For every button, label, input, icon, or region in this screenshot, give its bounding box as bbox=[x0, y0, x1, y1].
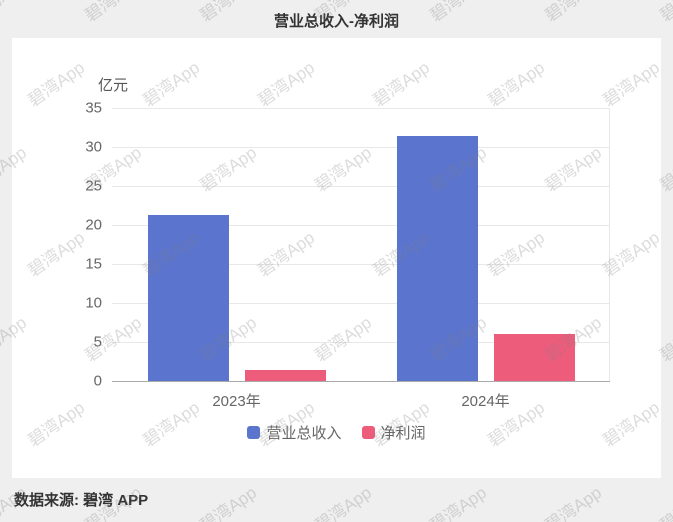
bar-group bbox=[112, 108, 361, 381]
data-source: 数据来源: 碧湾 APP bbox=[14, 492, 149, 509]
y-tick-label: 35 bbox=[85, 99, 102, 117]
gridline bbox=[112, 342, 610, 343]
legend: 营业总收入 净利润 bbox=[12, 422, 661, 443]
watermark-text: 碧湾App bbox=[196, 482, 261, 522]
bar[interactable] bbox=[396, 136, 478, 381]
gridline bbox=[112, 225, 610, 226]
y-tick-label: 0 bbox=[93, 372, 102, 390]
x-axis-labels: 2023年 2024年 bbox=[112, 390, 610, 411]
y-tick-label: 25 bbox=[85, 177, 102, 195]
x-axis-line bbox=[112, 381, 610, 382]
gridline bbox=[112, 303, 610, 304]
y-tick-label: 10 bbox=[85, 294, 102, 312]
bars-container bbox=[112, 108, 610, 381]
y-tick-label: 30 bbox=[85, 138, 102, 156]
bar[interactable] bbox=[147, 214, 229, 381]
gridline bbox=[112, 108, 610, 109]
legend-marker-icon bbox=[361, 426, 375, 439]
bar-group bbox=[361, 108, 610, 381]
chart-card: 亿元 0 5 10 15 20 25 30 35 2023年 2024年 营业总收入 净利润 bbox=[12, 38, 661, 478]
y-axis-unit-label: 亿元 bbox=[98, 77, 129, 94]
bar[interactable] bbox=[244, 370, 326, 381]
legend-label: 净利润 bbox=[380, 425, 426, 442]
watermark-text: 碧湾App bbox=[426, 482, 491, 522]
bar[interactable] bbox=[493, 334, 575, 381]
watermark-text: 碧湾App bbox=[311, 482, 376, 522]
legend-label: 营业总收入 bbox=[266, 425, 342, 442]
watermark-text: 碧湾App bbox=[541, 482, 606, 522]
watermark-text: 碧湾App bbox=[656, 482, 673, 522]
y-tick-label: 5 bbox=[93, 333, 102, 351]
y-tick-label: 20 bbox=[85, 216, 102, 234]
chart-title: 营业总收入-净利润 bbox=[274, 13, 399, 30]
x-axis-label: 2023年 bbox=[212, 393, 261, 410]
gridline bbox=[112, 147, 610, 148]
gridline bbox=[112, 186, 610, 187]
legend-marker-icon bbox=[247, 426, 261, 439]
y-tick-label: 15 bbox=[85, 255, 102, 273]
plot-area: 0 5 10 15 20 25 30 35 bbox=[85, 100, 610, 390]
legend-item[interactable]: 净利润 bbox=[361, 422, 426, 443]
gridline bbox=[112, 264, 610, 265]
x-axis-label: 2024年 bbox=[461, 393, 510, 410]
legend-item[interactable]: 营业总收入 bbox=[247, 422, 342, 443]
right-axis-line bbox=[609, 108, 610, 381]
